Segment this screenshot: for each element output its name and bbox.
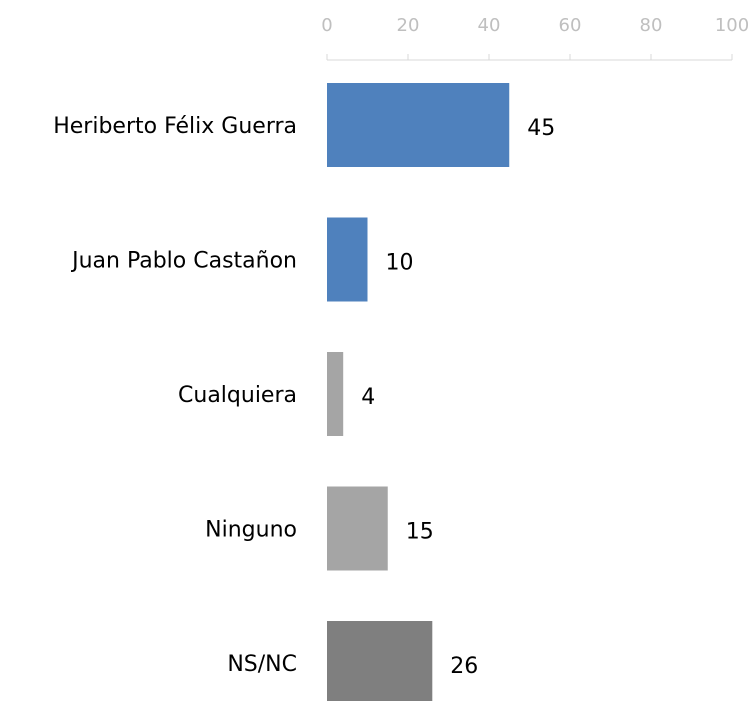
x-tick-label: 0 (321, 15, 332, 36)
x-tick-label: 100 (715, 15, 749, 36)
value-label: 10 (386, 251, 414, 276)
value-label: 45 (527, 116, 555, 141)
bar (327, 621, 433, 701)
x-tick-label: 20 (397, 15, 420, 36)
category-label: Heriberto Félix Guerra (53, 114, 297, 139)
value-label: 4 (361, 385, 375, 410)
category-label: Juan Pablo Castañon (70, 249, 297, 274)
category-label: Ninguno (205, 518, 297, 543)
bar (327, 486, 388, 571)
bar (327, 352, 344, 436)
x-tick-label: 40 (478, 15, 501, 36)
category-label: NS/NC (227, 652, 297, 677)
x-tick-label: 80 (640, 15, 663, 36)
value-label: 26 (450, 654, 478, 679)
bar (327, 217, 368, 302)
value-label: 15 (406, 520, 434, 545)
category-label: Cualquiera (178, 383, 297, 408)
x-tick-label: 60 (559, 15, 582, 36)
bar (327, 83, 510, 167)
